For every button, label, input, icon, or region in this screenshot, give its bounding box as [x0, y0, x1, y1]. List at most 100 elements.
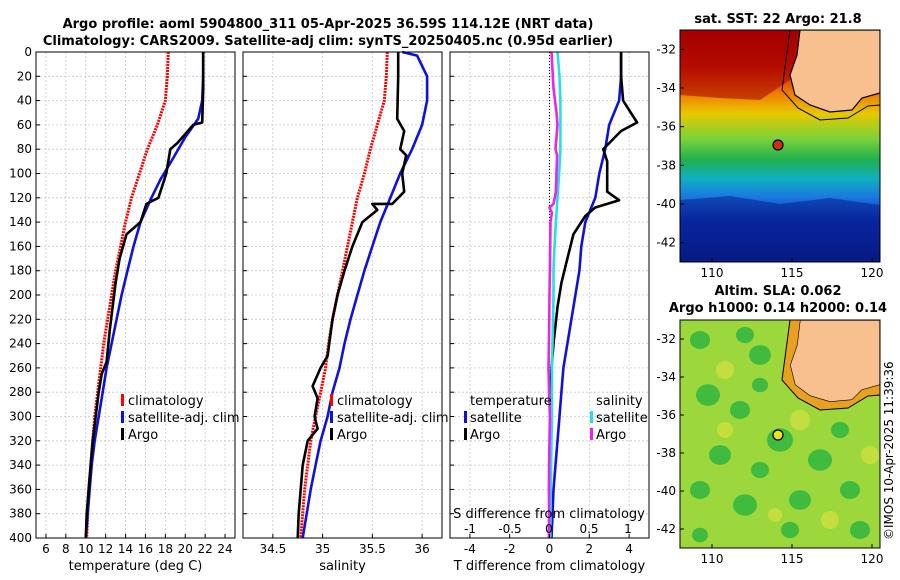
y-tick-label: 100 [9, 167, 32, 181]
legend-swatch [464, 411, 467, 423]
sla-warm-eddy [821, 511, 839, 529]
legend-label: Argo [337, 428, 367, 443]
y-tick-label: 60 [17, 118, 32, 132]
sla-eddy [808, 449, 832, 471]
map-x-tick-label: 120 [861, 266, 884, 280]
sla-eddy [850, 521, 870, 539]
top-axis-tick-label: 0 [545, 522, 553, 536]
y-tick-label: 200 [9, 288, 32, 302]
top-axis-tick-label: 1 [624, 522, 632, 536]
x-tick-label: 14 [118, 542, 133, 556]
sla-shelf-contour [781, 320, 880, 411]
x-tick-label: 12 [98, 542, 113, 556]
temperature-panel: 6 8 10 12 14 16 18 20 22 24 temperature (deg C) 0 20… [9, 45, 240, 574]
map-y-tick-label: -32 [656, 332, 676, 346]
sst-warm-patch [680, 30, 800, 100]
sla-eddy [752, 377, 768, 393]
y-tick-label: 280 [9, 385, 32, 399]
legend-swatch [330, 428, 333, 440]
top-axis-tick-label: 0.5 [579, 522, 598, 536]
series-line-sal-0 [299, 51, 389, 539]
legend-swatch [330, 411, 333, 423]
series-line-sal-2 [296, 52, 408, 539]
sla-eddy [749, 345, 771, 365]
legend-label: Argo [596, 428, 626, 443]
map-x-tick-label: 120 [861, 552, 884, 566]
map-x-tick-label: 110 [701, 552, 724, 566]
sla-eddy [709, 445, 731, 465]
sst-cold-patch [680, 196, 880, 262]
sla-shelf-band [782, 320, 880, 410]
legend-swatch [330, 394, 333, 406]
map-y-tick-label: -42 [656, 522, 676, 536]
sla-eddy [696, 384, 720, 406]
x-tick-label: 18 [158, 542, 173, 556]
legend-swatch [464, 428, 467, 440]
sst-argo-marker [772, 139, 784, 151]
map-y-tick-label: -34 [656, 370, 676, 384]
legend-title-salinity: salinity [596, 394, 643, 409]
y-tick-label: 120 [9, 191, 32, 205]
legend-title-temperature: temperature [470, 394, 552, 409]
y-tick-label: 40 [17, 94, 32, 108]
sla-warm-eddy [861, 446, 879, 464]
difference-panel: -4 -2 0 2 4 T difference from climatology temp… [449, 51, 650, 574]
y-tick-label: 160 [9, 239, 32, 253]
x-tick-label: 35 [315, 542, 330, 556]
y-tick-label: 400 [9, 531, 32, 545]
top-axis-tick-label: -0.5 [498, 522, 521, 536]
x-tick-label: 2 [585, 542, 593, 556]
x-tick-label: 24 [217, 542, 232, 556]
legend-swatch [121, 394, 124, 406]
series-line-diff-0 [550, 52, 623, 539]
y-tick-label: 220 [9, 312, 32, 326]
y-tick-label: 180 [9, 264, 32, 278]
y-tick-label: 0 [24, 45, 32, 59]
x-tick-label: 4 [625, 542, 633, 556]
map-y-tick-label: -40 [656, 197, 676, 211]
x-tick-label: 6 [42, 542, 50, 556]
legend-label: climatology [128, 394, 204, 409]
legend-swatch [590, 411, 593, 423]
series-line-temp-2 [84, 52, 205, 539]
map-y-tick-label: -34 [656, 81, 676, 95]
legend-label: satellite-adj. clim [128, 411, 240, 426]
sla-eddy [736, 326, 754, 344]
y-tick-label: 140 [9, 215, 32, 229]
x-tick-label: -2 [504, 542, 516, 556]
sla-eddy [831, 421, 849, 439]
x-tick-label: 8 [62, 542, 70, 556]
sla-eddy [751, 461, 769, 479]
figure-title-line2: Climatology: CARS2009. Satellite-adj cli… [43, 34, 613, 49]
x-tick-label: 22 [198, 542, 213, 556]
sla-eddy [789, 490, 811, 510]
x-tick-label: 35.5 [359, 542, 386, 556]
y-tick-label: 260 [9, 361, 32, 375]
sst-map-title: sat. SST: 22 Argo: 21.8 [694, 12, 861, 27]
series-line-diff-3 [547, 51, 559, 539]
legend-label: climatology [337, 394, 413, 409]
sla-map: Altim. SLA: 0.062 Argo h1000: 0.14 h2000… [656, 284, 887, 566]
map-y-tick-label: -32 [656, 42, 676, 56]
y-tick-label: 360 [9, 482, 32, 496]
map-x-tick-label: 110 [701, 266, 724, 280]
map-x-tick-label: 115 [781, 552, 804, 566]
legend-swatch [121, 411, 124, 423]
x-tick-label: 16 [138, 542, 153, 556]
x-axis-label: salinity [319, 559, 366, 574]
legend-label: satellite-adj. clim [337, 411, 449, 426]
sla-warm-eddy [768, 508, 782, 522]
series-line-diff-2 [549, 51, 562, 539]
y-tick-label: 20 [17, 69, 32, 83]
sla-eddy [840, 481, 860, 499]
series-line-sal-1 [301, 50, 429, 539]
legend-label: satellite [470, 411, 522, 426]
legend-label: Argo [470, 428, 500, 443]
sla-warm-eddy [716, 361, 734, 379]
sla-map-title-1: Altim. SLA: 0.062 [715, 284, 842, 299]
y-tick-label: 340 [9, 458, 32, 472]
x-axis-label: temperature (deg C) [69, 559, 203, 574]
top-axis-label: S difference from climatology [453, 507, 645, 522]
sla-argo-marker [772, 429, 784, 441]
